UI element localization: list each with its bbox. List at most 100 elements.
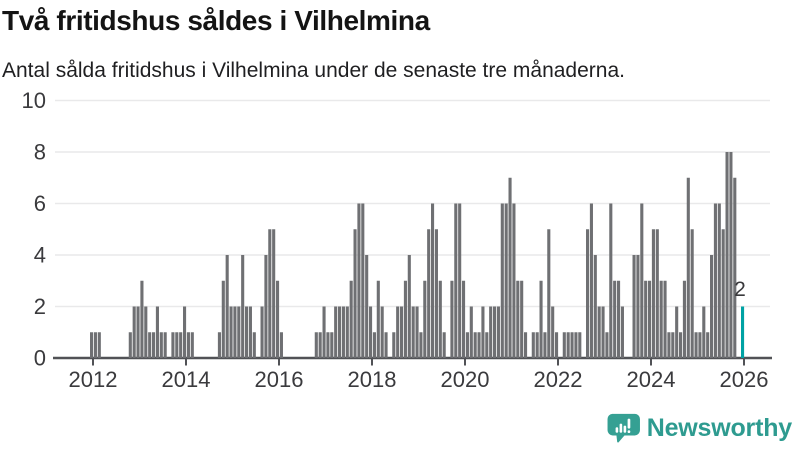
bar [586,229,590,358]
x-axis-tick-label: 2012 [69,367,118,392]
bar [496,306,500,358]
bar [365,255,369,358]
bar [655,229,659,358]
bar [671,332,675,358]
bar [341,306,345,358]
bar [376,280,380,358]
bar [400,306,404,358]
bar [481,306,485,358]
bar [264,255,268,358]
bar [90,332,94,358]
bar [454,203,458,358]
bar [504,203,508,358]
x-axis-tick-label: 2026 [720,367,769,392]
bar [551,306,555,358]
bar [562,332,566,358]
bar [171,332,175,358]
bar [500,203,504,358]
bar [570,332,574,358]
bar [403,280,407,358]
bar [644,280,648,358]
bar [636,255,640,358]
bar [520,280,524,358]
bar [620,306,624,358]
bar [353,229,357,358]
bar [694,332,698,358]
bar [686,177,690,358]
bar [159,332,163,358]
bar [702,306,706,358]
bar [183,306,187,358]
bar [233,306,237,358]
bar [245,306,249,358]
bar [524,332,528,358]
bar [163,332,167,358]
bar [609,203,613,358]
bar [632,255,636,358]
bar [229,306,233,358]
bar [241,255,245,358]
x-axis-tick-label: 2022 [534,367,583,392]
bar [186,332,190,358]
bar [411,306,415,358]
bar [384,332,388,358]
bar [535,332,539,358]
bar [667,332,671,358]
x-axis-tick-label: 2018 [348,367,397,392]
bar [493,306,497,358]
bar [217,332,221,358]
bar [717,203,721,358]
bar [555,332,559,358]
chart-subtitle: Antal sålda fritidshus i Vilhelmina unde… [2,59,625,82]
bar [128,332,132,358]
y-axis-tick-label: 6 [34,191,46,216]
bar [357,203,361,358]
bar [469,306,473,358]
bar [593,255,597,358]
bar [431,203,435,358]
bar [136,306,140,358]
bar [713,203,717,358]
bar [276,280,280,358]
bar [225,255,229,358]
bar [605,332,609,358]
bar [155,306,159,358]
bar [322,306,326,358]
bar [651,229,655,358]
bar [179,332,183,358]
bar [659,280,663,358]
bar [613,280,617,358]
bar [725,152,729,358]
bar [396,306,400,358]
bar [419,332,423,358]
bar [415,306,419,358]
bar [508,177,512,358]
bar [279,332,283,358]
bar [706,332,710,358]
bar [601,306,605,358]
bar [465,332,469,358]
bar [237,306,241,358]
bar [140,280,144,358]
bar [648,280,652,358]
bar [148,332,152,358]
highlighted-bar [741,306,745,358]
bar [221,280,225,358]
bar [729,152,733,358]
bar [132,306,136,358]
bar [450,280,454,358]
y-axis-tick-label: 8 [34,140,46,165]
bar [690,229,694,358]
bar [314,332,318,358]
bar [485,332,489,358]
bar [578,332,582,358]
bar [272,229,276,358]
bar [512,203,516,358]
bar [516,280,520,358]
bar [372,332,376,358]
bar [597,306,601,358]
bar [330,332,334,358]
bar [407,255,411,358]
bar [427,229,431,358]
